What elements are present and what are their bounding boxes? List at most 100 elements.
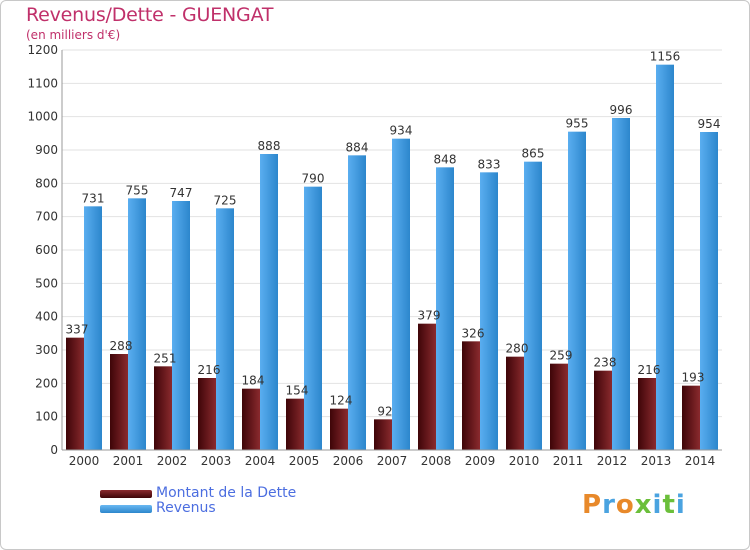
y-tick-label: 200 xyxy=(35,376,58,390)
y-tick-label: 1200 xyxy=(27,43,58,57)
bar-debt-2009 xyxy=(462,341,480,450)
y-tick-label: 600 xyxy=(35,243,58,257)
bar-debt-2004 xyxy=(242,388,260,450)
x-tick-label: 2000 xyxy=(69,454,100,468)
logo-letter: i xyxy=(675,490,686,520)
bar-revenus-2004 xyxy=(260,154,278,450)
data-label-debt-2004: 184 xyxy=(242,374,265,388)
bar-debt-2012 xyxy=(594,370,612,450)
data-label-revenus-2005: 790 xyxy=(302,172,325,186)
bar-revenus-2012 xyxy=(612,118,630,450)
bar-debt-2006 xyxy=(330,408,348,450)
bar-debt-2013 xyxy=(638,378,656,450)
x-tick-label: 2004 xyxy=(245,454,276,468)
data-label-debt-2013: 216 xyxy=(638,363,661,377)
bar-revenus-2002 xyxy=(172,201,190,450)
data-label-revenus-2006: 884 xyxy=(346,140,369,154)
bar-revenus-2009 xyxy=(480,172,498,451)
bar-debt-2008 xyxy=(418,323,436,450)
bar-revenus-2010 xyxy=(524,161,542,450)
data-label-debt-2003: 216 xyxy=(198,363,221,377)
bar-revenus-2006 xyxy=(348,155,366,451)
data-label-revenus-2008: 848 xyxy=(434,152,457,166)
logo-letter: r xyxy=(602,490,616,520)
logo-letter: P xyxy=(582,490,603,520)
data-label-revenus-2004: 888 xyxy=(258,139,281,153)
x-tick-label: 2007 xyxy=(377,454,408,468)
x-tick-label: 2012 xyxy=(597,454,628,468)
bar-debt-2007 xyxy=(374,419,392,450)
bar-revenus-2003 xyxy=(216,208,234,450)
data-label-debt-2008: 379 xyxy=(418,309,441,323)
y-tick-label: 800 xyxy=(35,176,58,190)
y-tick-label: 900 xyxy=(35,143,58,157)
legend-swatch-revenus xyxy=(100,505,152,513)
data-label-debt-2012: 238 xyxy=(594,356,617,370)
data-label-revenus-2007: 934 xyxy=(390,124,413,138)
y-tick-label: 1000 xyxy=(27,110,58,124)
bar-debt-2011 xyxy=(550,363,568,450)
bar-debt-2000 xyxy=(66,337,84,450)
y-tick-label: 400 xyxy=(35,310,58,324)
data-label-debt-2009: 326 xyxy=(462,326,485,340)
data-label-debt-2007: 92 xyxy=(377,404,392,418)
data-label-revenus-2009: 833 xyxy=(478,157,501,171)
x-tick-label: 2005 xyxy=(289,454,320,468)
logo-letter: o xyxy=(615,490,635,520)
bar-revenus-2000 xyxy=(84,206,102,450)
bar-revenus-2005 xyxy=(304,186,322,450)
logo-letter: t xyxy=(662,490,676,520)
data-label-revenus-2001: 755 xyxy=(126,183,149,197)
y-tick-label: 500 xyxy=(35,276,58,290)
y-tick-label: 300 xyxy=(35,343,58,357)
bar-debt-2003 xyxy=(198,378,216,450)
x-tick-label: 2002 xyxy=(157,454,188,468)
x-tick-label: 2009 xyxy=(465,454,496,468)
x-tick-label: 2001 xyxy=(113,454,144,468)
data-label-debt-2010: 280 xyxy=(506,342,529,356)
logo-letter: x xyxy=(634,490,653,520)
x-tick-label: 2008 xyxy=(421,454,452,468)
data-label-revenus-2013: 1156 xyxy=(650,50,681,64)
y-tick-label: 700 xyxy=(35,210,58,224)
x-tick-label: 2013 xyxy=(641,454,672,468)
x-tick-label: 2014 xyxy=(685,454,716,468)
proxiti-logo: Proxiti xyxy=(582,490,686,520)
x-tick-label: 2011 xyxy=(553,454,584,468)
y-tick-label: 100 xyxy=(35,410,58,424)
data-label-revenus-2014: 954 xyxy=(698,117,721,131)
bar-revenus-2001 xyxy=(128,198,146,450)
data-label-revenus-2002: 747 xyxy=(170,186,193,200)
data-label-revenus-2012: 996 xyxy=(610,103,633,117)
data-label-debt-2011: 259 xyxy=(550,349,573,363)
data-label-debt-2002: 251 xyxy=(154,351,177,365)
data-label-revenus-2010: 865 xyxy=(522,147,545,161)
bar-revenus-2013 xyxy=(656,64,674,451)
data-label-revenus-2003: 725 xyxy=(214,193,237,207)
data-label-debt-2005: 154 xyxy=(286,384,309,398)
y-tick-label: 1100 xyxy=(27,76,58,90)
data-label-revenus-2011: 955 xyxy=(566,117,589,131)
legend-swatch-debt xyxy=(100,490,152,498)
bar-debt-2005 xyxy=(286,398,304,450)
chart-title: Revenus/Dette - GUENGAT xyxy=(26,4,274,26)
x-tick-label: 2010 xyxy=(509,454,540,468)
bar-debt-2010 xyxy=(506,356,524,450)
bar-debt-2002 xyxy=(154,366,172,450)
bar-debt-2001 xyxy=(110,354,128,450)
x-tick-label: 2003 xyxy=(201,454,232,468)
y-tick-label: 0 xyxy=(50,443,58,457)
bar-revenus-2007 xyxy=(392,138,410,450)
chart-subtitle: (en milliers d'€) xyxy=(26,28,121,42)
data-label-debt-2006: 124 xyxy=(330,394,353,408)
logo-letter: i xyxy=(652,490,663,520)
x-tick-label: 2006 xyxy=(333,454,364,468)
legend-label-debt: Montant de la Dette xyxy=(156,485,297,501)
data-label-revenus-2000: 731 xyxy=(82,191,105,205)
data-label-debt-2001: 288 xyxy=(110,339,133,353)
bar-revenus-2008 xyxy=(436,167,454,451)
bar-debt-2014 xyxy=(682,385,700,450)
data-label-debt-2014: 193 xyxy=(682,371,705,385)
legend-label-revenus: Revenus xyxy=(156,500,216,516)
